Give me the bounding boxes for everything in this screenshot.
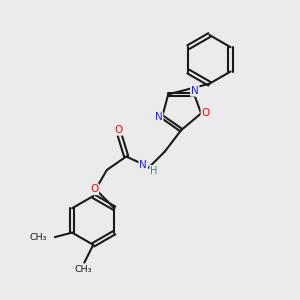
Text: N: N xyxy=(139,160,147,170)
Text: CH₃: CH₃ xyxy=(29,232,46,242)
Text: N: N xyxy=(155,112,163,122)
Text: H: H xyxy=(150,166,158,176)
Text: O: O xyxy=(90,184,98,194)
Text: N: N xyxy=(191,86,199,96)
Text: CH₃: CH₃ xyxy=(74,265,92,274)
Text: O: O xyxy=(114,125,122,135)
Text: O: O xyxy=(201,108,210,118)
